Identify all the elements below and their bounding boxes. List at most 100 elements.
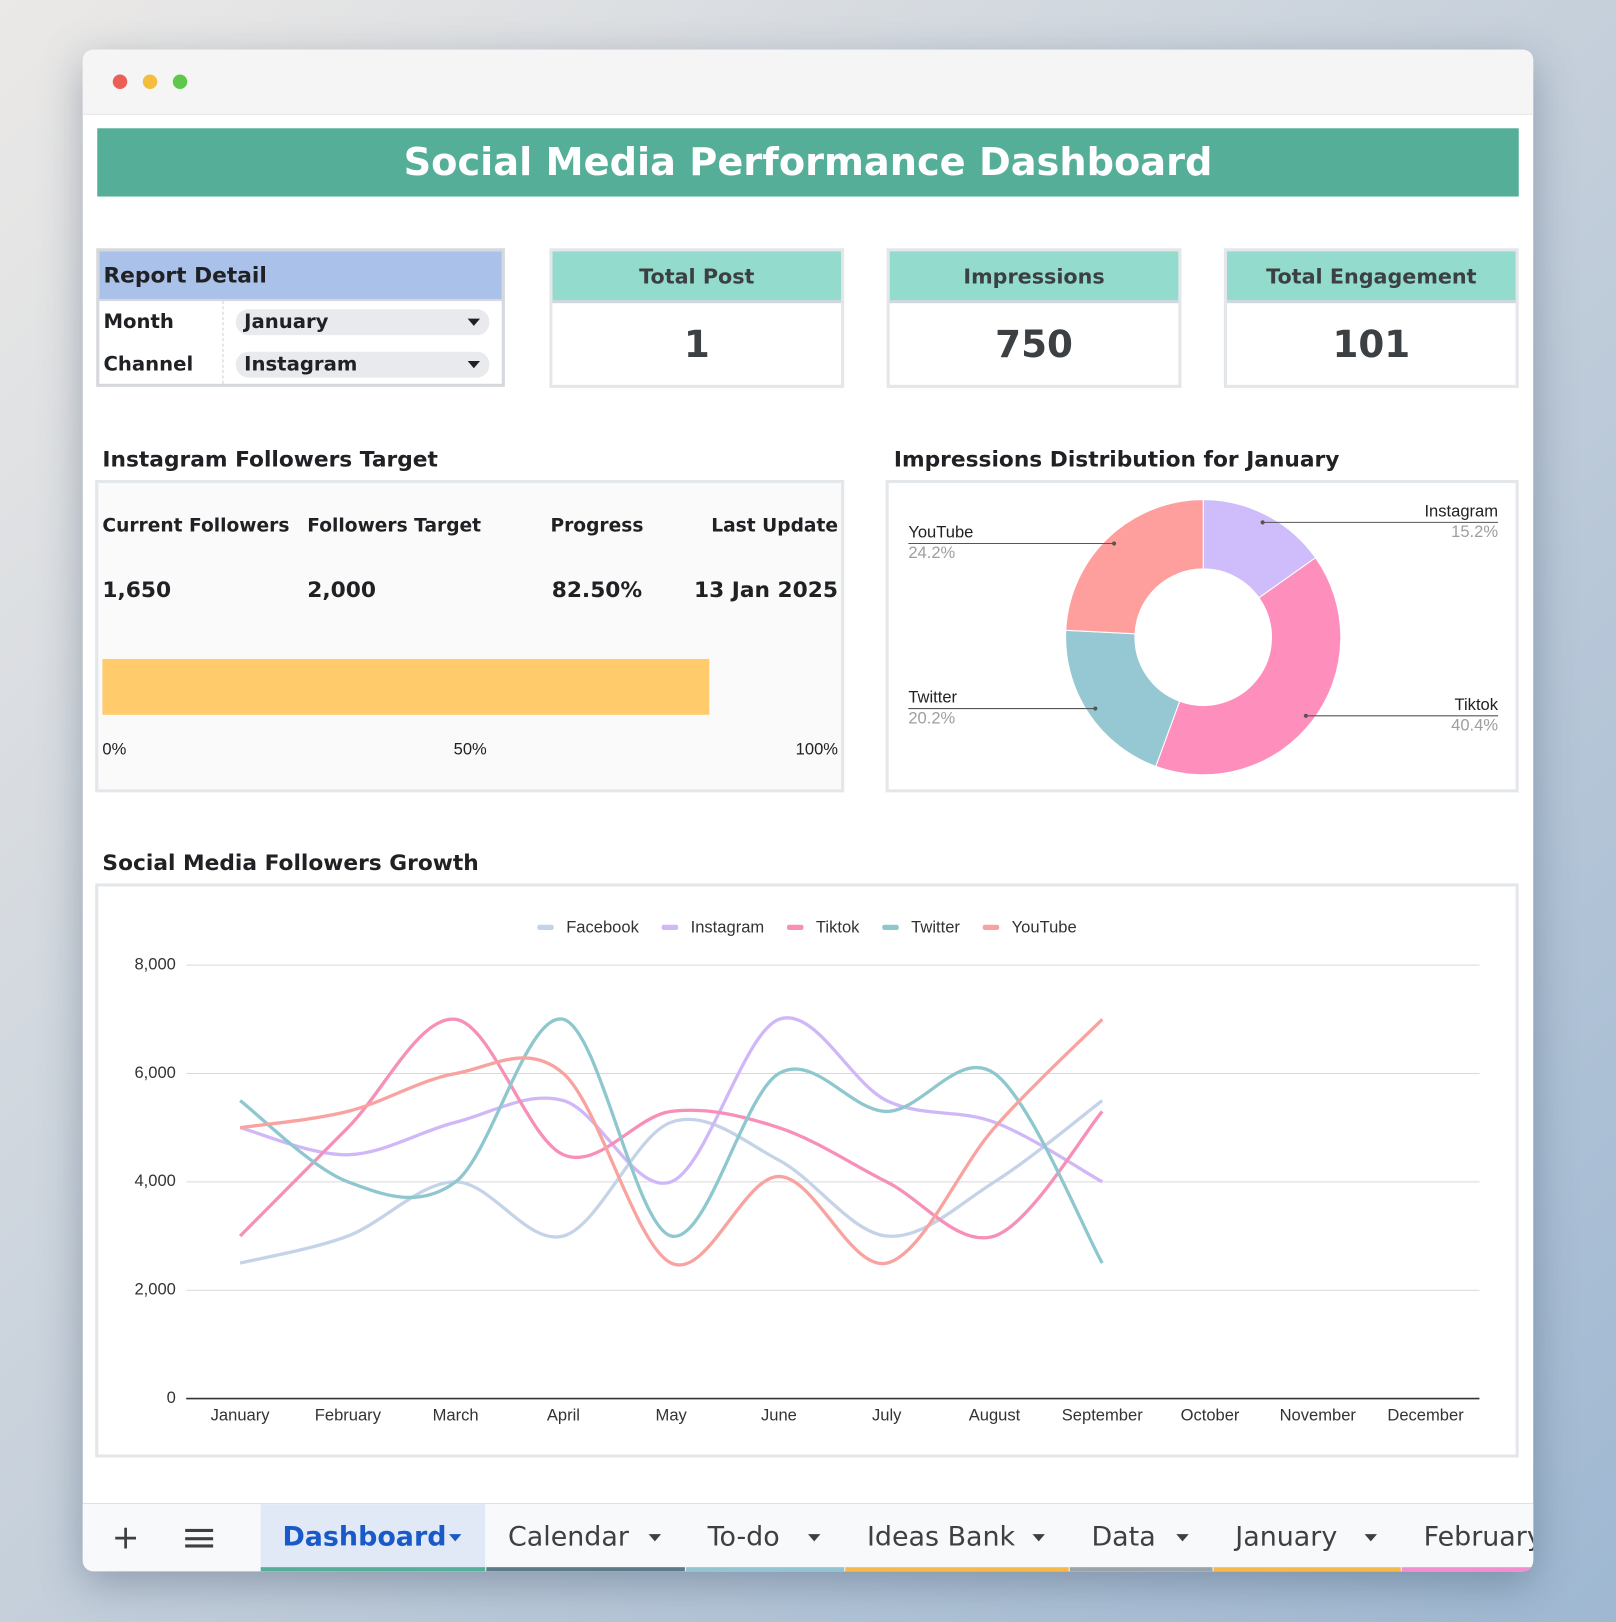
kpi-value: 750 [995, 323, 1073, 367]
tab-label: Calendar [507, 1521, 629, 1553]
legend-label: Twitter [911, 917, 960, 936]
x-tick-label: August [969, 1406, 1021, 1425]
sheet-tab[interactable]: Dashboard [260, 1504, 486, 1572]
y-tick-label: 8,000 [134, 955, 175, 974]
tab-menu-arrow [1032, 1534, 1045, 1542]
tab-label: Dashboard [282, 1521, 447, 1553]
add-sheet-button[interactable]: + [111, 1517, 140, 1557]
tab-label: Data [1091, 1521, 1156, 1553]
column-value: 82.50% [551, 577, 643, 603]
column-header: Current Followers [102, 515, 290, 537]
series-line [239, 1016, 1104, 1185]
legend-swatch [786, 924, 804, 930]
donut-slice [1065, 629, 1181, 768]
section-title: Impressions Distribution for January [893, 446, 1340, 472]
slice-label: Tiktok [1455, 695, 1499, 714]
tab-label: February [1423, 1521, 1534, 1553]
report-header: Report Detail [99, 251, 502, 302]
tab-menu-arrow [648, 1534, 662, 1542]
kpi-value: 101 [1332, 323, 1411, 367]
line-panel [95, 883, 1519, 1458]
section-title: Social Media Followers Growth [102, 850, 479, 876]
channel-dropdown[interactable]: Instagram [235, 351, 490, 378]
x-tick-label: 100% [796, 739, 839, 758]
series-line [239, 1018, 1104, 1267]
column-value: 2,000 [307, 577, 377, 603]
sheet-tab[interactable]: Calendar [486, 1504, 685, 1572]
column-value: 13 Jan 2025 [693, 577, 839, 603]
sheet-tab[interactable]: Data [1069, 1504, 1213, 1572]
target-panel [95, 479, 845, 793]
dropdown-value: Instagram [244, 352, 358, 376]
tab-label: Ideas Bank [866, 1521, 1016, 1553]
x-tick-label: May [656, 1406, 688, 1425]
column-value: 1,650 [102, 577, 172, 603]
slice-percent: 15.2% [1451, 522, 1498, 541]
x-tick-label: September [1062, 1406, 1143, 1425]
slice-label: Instagram [1424, 501, 1498, 520]
minimize-button[interactable] [142, 74, 158, 89]
sheet-tabs: + Dashboard Calendar To-do Ideas Bank Data Ja… [82, 1503, 1534, 1572]
tab-menu-arrow [1176, 1534, 1189, 1542]
leader-dot [1260, 520, 1265, 525]
slice-percent: 24.2% [908, 543, 955, 562]
close-button[interactable] [112, 74, 128, 89]
slice-percent: 20.2% [908, 708, 955, 727]
x-tick-label: January [211, 1406, 271, 1425]
x-tick-label: November [1280, 1406, 1357, 1425]
kpi-label: Impressions [963, 263, 1105, 289]
row-label: Channel [103, 352, 194, 376]
month-dropdown[interactable]: January [235, 309, 490, 336]
divider [222, 301, 224, 384]
kpi-card: Total Engagement 101 [1223, 248, 1519, 388]
slice-label: Twitter [908, 688, 957, 707]
title-bar [82, 49, 1534, 115]
leader-dot [1093, 706, 1098, 711]
series-line [238, 1017, 1104, 1240]
x-tick-label: April [547, 1406, 580, 1425]
legend-swatch [537, 924, 554, 930]
y-tick-label: 2,000 [134, 1280, 175, 1299]
tab-menu-arrow [807, 1534, 821, 1542]
column-header: Followers Target [307, 515, 482, 537]
progress-bar [102, 658, 710, 715]
sheet-tab[interactable]: To-do [685, 1504, 845, 1572]
x-tick-label: October [1181, 1406, 1240, 1425]
slice-label: YouTube [908, 523, 973, 542]
x-tick-label: December [1387, 1406, 1464, 1425]
kpi-card: Impressions 750 [886, 248, 1182, 388]
legend-label: Facebook [566, 917, 639, 936]
kpi-header: Impressions [889, 251, 1179, 304]
kpi-value: 1 [683, 323, 710, 367]
legend-label: Tiktok [816, 917, 860, 936]
legend-swatch [882, 924, 899, 930]
tab-menu-arrow [449, 1534, 462, 1542]
zoom-button[interactable] [172, 74, 188, 89]
legend-swatch [661, 924, 679, 930]
leader-dot [1303, 713, 1308, 718]
donut-slice [1155, 557, 1342, 776]
kpi-header: Total Engagement [1227, 251, 1516, 304]
column-header: Last Update [711, 515, 839, 537]
section-title: Instagram Followers Target [102, 446, 438, 472]
x-tick-label: June [761, 1406, 797, 1425]
row-label: Month [103, 310, 174, 334]
tab-menu-arrow [1364, 1534, 1378, 1542]
legend: Facebook Instagram Tiktok Twitter YouTube [537, 917, 1077, 936]
x-tick-label: 0% [102, 739, 126, 758]
column-header: Progress [550, 515, 644, 537]
x-tick-label: February [315, 1406, 382, 1425]
dropdown-arrow [467, 361, 481, 369]
kpi-card: Total Post 1 [549, 248, 845, 388]
sheet-tab[interactable]: January [1213, 1504, 1401, 1572]
sheet-tab[interactable]: Ideas Bank [845, 1504, 1069, 1572]
all-sheets-button[interactable] [185, 1528, 214, 1548]
banner: Social Media Performance Dashboard [97, 128, 1519, 197]
sheet-tab[interactable]: February [1401, 1504, 1534, 1572]
legend-swatch [982, 924, 1000, 930]
kpi-header: Total Post [552, 251, 842, 304]
report-title: Report Detail [103, 262, 267, 288]
slice-percent: 40.4% [1451, 716, 1498, 735]
